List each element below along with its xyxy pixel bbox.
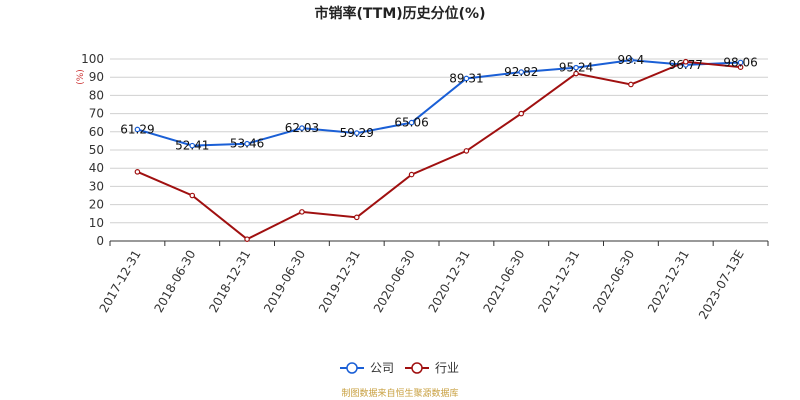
data-point xyxy=(518,110,525,117)
y-axis-ticks: 0 10 20 30 40 50 60 70 80 90 100 xyxy=(81,52,104,248)
data-point xyxy=(408,119,415,126)
data-label: 98.06 xyxy=(723,56,757,70)
y-tick-label: 30 xyxy=(89,179,104,193)
series-lines xyxy=(134,57,744,242)
data-point xyxy=(737,64,744,70)
legend: 公司 行业 xyxy=(340,361,459,375)
data-label: 59.29 xyxy=(340,126,374,140)
data-point xyxy=(682,58,689,65)
chart-title: 市销率(TTM)历史分位(%) xyxy=(315,5,486,22)
x-tick-label: 2022-12-31 xyxy=(645,248,692,315)
data-point xyxy=(244,140,250,147)
data-point xyxy=(628,81,634,88)
x-tick-label: 2019-12-31 xyxy=(316,248,363,315)
y-tick-label: 90 xyxy=(89,70,104,84)
data-point xyxy=(463,75,470,82)
data-point xyxy=(189,192,196,199)
data-point xyxy=(353,214,360,221)
legend-marker-0 xyxy=(346,362,358,374)
data-label: 62.03 xyxy=(285,121,319,135)
data-label: 65.06 xyxy=(394,116,428,130)
x-axis: 2017-12-31 2018-06-30 2018-12-31 2019-06-30… xyxy=(97,240,769,322)
x-tick-label: 2022-06-30 xyxy=(590,248,637,315)
x-tick-label: 2017-12-31 xyxy=(97,248,144,315)
data-point xyxy=(134,126,141,133)
data-label: 96.77 xyxy=(669,58,703,72)
x-tick-label: 2019-06-30 xyxy=(261,248,308,315)
data-point xyxy=(353,130,360,136)
data-point xyxy=(134,169,141,175)
x-tick-label: 2018-12-31 xyxy=(206,248,253,315)
data-point xyxy=(573,70,579,77)
y-tick-label: 60 xyxy=(89,125,104,139)
legend-label-0: 公司 xyxy=(370,361,394,375)
legend-marker-1 xyxy=(411,362,423,374)
y-tick-label: 100 xyxy=(81,52,104,66)
x-tick-label: 2018-06-30 xyxy=(151,248,198,315)
data-point xyxy=(408,171,415,178)
series-line-1 xyxy=(137,60,741,241)
y-tick-label: 0 xyxy=(96,234,104,248)
x-tick-label: 2020-06-30 xyxy=(371,248,418,315)
data-point xyxy=(463,148,470,154)
x-tick-label: 2021-12-31 xyxy=(535,248,582,315)
data-labels: 61.29 52.41 53.46 62.03 59.29 65.06 89.31 92.82… xyxy=(120,53,758,153)
data-label: 89.31 xyxy=(449,71,483,85)
data-point xyxy=(628,57,634,63)
data-label: 52.41 xyxy=(175,139,209,153)
data-point xyxy=(244,236,250,242)
data-label: 53.46 xyxy=(230,137,264,151)
y-tick-label: 40 xyxy=(89,161,104,175)
x-tick-label: 2023-07-13E xyxy=(696,248,747,322)
x-tick-label: 2020-12-31 xyxy=(426,248,473,315)
legend-label-1: 行业 xyxy=(435,361,459,375)
data-point xyxy=(299,209,305,215)
y-tick-label: 70 xyxy=(89,107,104,121)
y-tick-label: 20 xyxy=(89,198,104,212)
data-label: 95.24 xyxy=(559,61,593,75)
source-note: 制图数据来自恒生聚源数据库 xyxy=(341,387,458,399)
y-axis-unit: (%) xyxy=(76,69,86,85)
data-label: 92.82 xyxy=(504,65,538,79)
data-point xyxy=(299,125,305,131)
data-point xyxy=(573,64,579,71)
data-point xyxy=(189,142,196,149)
y-tick-label: 10 xyxy=(89,216,104,230)
grid-lines xyxy=(110,58,768,242)
y-tick-label: 50 xyxy=(89,143,104,157)
data-label: 99.4 xyxy=(618,53,645,67)
series-line-0 xyxy=(137,59,741,147)
data-label: 61.29 xyxy=(120,122,154,136)
y-tick-label: 80 xyxy=(89,88,104,102)
data-point xyxy=(518,69,525,75)
x-tick-label: 2021-06-30 xyxy=(480,248,527,315)
